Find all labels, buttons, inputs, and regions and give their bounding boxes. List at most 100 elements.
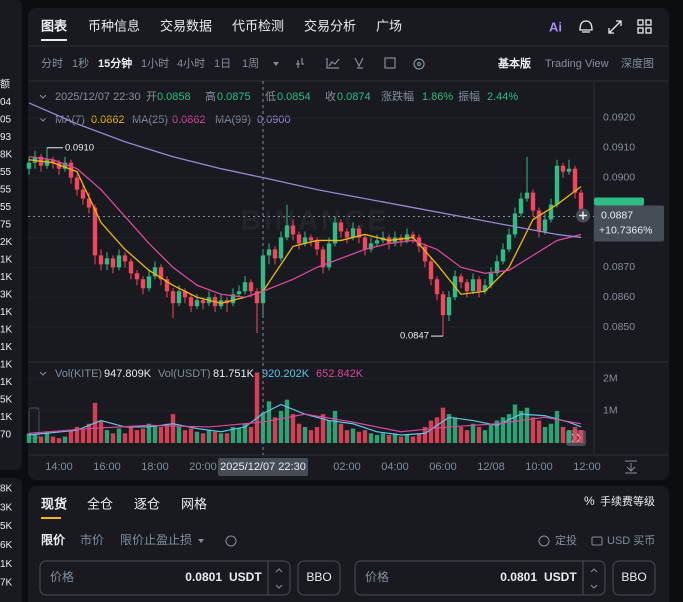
tab[interactable]: 交易数据 — [160, 18, 212, 33]
candle-body — [164, 279, 170, 292]
ai-icon[interactable]: Ai — [549, 19, 562, 34]
bbo-button[interactable] — [297, 560, 341, 596]
candle-body — [296, 234, 302, 244]
interval[interactable]: 15分钟 — [98, 56, 132, 70]
order-type[interactable]: 限价 — [41, 532, 66, 547]
side-label: 8K — [0, 484, 13, 495]
candle-body — [98, 255, 104, 265]
collapse-arrow[interactable] — [39, 371, 47, 376]
tab[interactable]: 广场 — [376, 18, 402, 33]
candle-body — [536, 210, 542, 232]
y-tick-label: 0.0910 — [603, 142, 635, 154]
volume-bar — [542, 426, 548, 443]
candle-body — [518, 198, 524, 214]
candle-body — [356, 228, 362, 238]
vol-ma-line — [28, 413, 582, 434]
order-tab[interactable]: 现货 — [41, 496, 67, 511]
candle-body — [146, 276, 152, 289]
order-tab[interactable]: 网格 — [181, 496, 207, 511]
side-label: 55 — [0, 185, 12, 196]
watermark: BINANCE — [241, 204, 390, 235]
view-option[interactable]: Trading View — [545, 58, 609, 70]
candle-body — [542, 219, 548, 232]
stepper[interactable] — [275, 568, 283, 589]
volume-bar — [146, 423, 152, 443]
ma-legend-name: MA(99) — [215, 114, 251, 126]
price-input[interactable] — [39, 560, 291, 596]
volume-bar — [368, 433, 374, 443]
x-tick-label: 12:00 — [573, 461, 601, 473]
price-input[interactable] — [354, 560, 606, 596]
side-label: 3K — [0, 290, 13, 301]
volume-bar — [314, 426, 320, 443]
reset-icon[interactable] — [625, 460, 637, 474]
dropdown-arrow[interactable] — [198, 539, 204, 543]
bbo-button[interactable] — [612, 560, 656, 596]
volume-bar — [410, 436, 416, 443]
order-tab[interactable]: 全仓 — [87, 496, 113, 511]
candle-body — [350, 228, 356, 238]
tab-underline — [41, 39, 67, 41]
fee-level[interactable]: 手续费等级 — [600, 494, 655, 508]
info-field: 低 — [265, 90, 276, 103]
order-tab[interactable]: 逐仓 — [134, 496, 160, 511]
view-option[interactable]: 基本版 — [497, 56, 531, 70]
volume-bar — [392, 433, 398, 443]
card-icon[interactable] — [591, 536, 603, 546]
volume-bar — [140, 428, 146, 443]
candle-body — [32, 156, 38, 163]
candle-body — [548, 204, 554, 220]
volume-bar — [338, 423, 344, 443]
bell-icon[interactable] — [579, 20, 593, 33]
candle-body — [266, 249, 272, 256]
candle-body — [362, 237, 368, 250]
vol-legend-name: Vol(USDT) — [158, 368, 211, 380]
candle-body — [332, 222, 338, 244]
info-field: 0.0875 — [217, 91, 251, 103]
order-type[interactable]: 市价 — [80, 532, 104, 547]
volume-bar — [104, 430, 110, 443]
collapse-arrow[interactable] — [39, 117, 47, 122]
candle-body — [104, 258, 110, 265]
volume-bar — [476, 426, 482, 443]
interval[interactable]: 1秒 — [72, 56, 89, 70]
volume-bar — [350, 428, 356, 443]
candle-body — [440, 294, 446, 316]
interval[interactable]: 1周 — [242, 57, 259, 70]
stepper[interactable] — [590, 568, 598, 589]
view-option[interactable]: 深度图 — [621, 56, 654, 70]
tab[interactable]: 代币检测 — [232, 18, 284, 33]
grid-icon[interactable] — [637, 19, 652, 34]
side-label: 1K — [0, 307, 13, 318]
candle-body — [344, 231, 350, 238]
dca-icon[interactable] — [538, 535, 550, 547]
dropdown-arrow[interactable] — [273, 62, 279, 66]
volume-bar — [386, 434, 392, 443]
x-tick-label: 14:00 — [45, 461, 73, 473]
candle-body — [506, 234, 512, 250]
candle-body — [554, 165, 560, 205]
candle-body — [26, 162, 32, 169]
tab[interactable]: 交易分析 — [304, 18, 356, 33]
toolbar-icons[interactable] — [296, 57, 425, 70]
order-tab-underline — [41, 517, 61, 519]
interval[interactable]: 分时 — [41, 57, 63, 70]
interval[interactable]: 4小时 — [177, 57, 205, 70]
candle-body — [116, 255, 122, 268]
buy-crypto[interactable]: USD 买币 — [607, 534, 655, 547]
volume-bar — [74, 426, 80, 443]
volume-bar — [212, 431, 218, 443]
tab[interactable]: 图表 — [41, 18, 68, 33]
candle-body — [404, 234, 410, 241]
volume-bar — [332, 410, 338, 443]
tab[interactable]: 币种信息 — [88, 18, 140, 33]
x-tick-label: 02:00 — [333, 461, 361, 473]
expand-icon[interactable] — [608, 20, 622, 34]
interval[interactable]: 1日 — [214, 58, 231, 70]
candle-body — [236, 291, 242, 295]
info-icon[interactable] — [225, 535, 237, 547]
dca[interactable]: 定投 — [555, 533, 577, 547]
order-type[interactable]: 限价止盈止损 — [120, 533, 192, 547]
collapse-arrow[interactable] — [39, 94, 47, 99]
interval[interactable]: 1小时 — [141, 57, 169, 70]
